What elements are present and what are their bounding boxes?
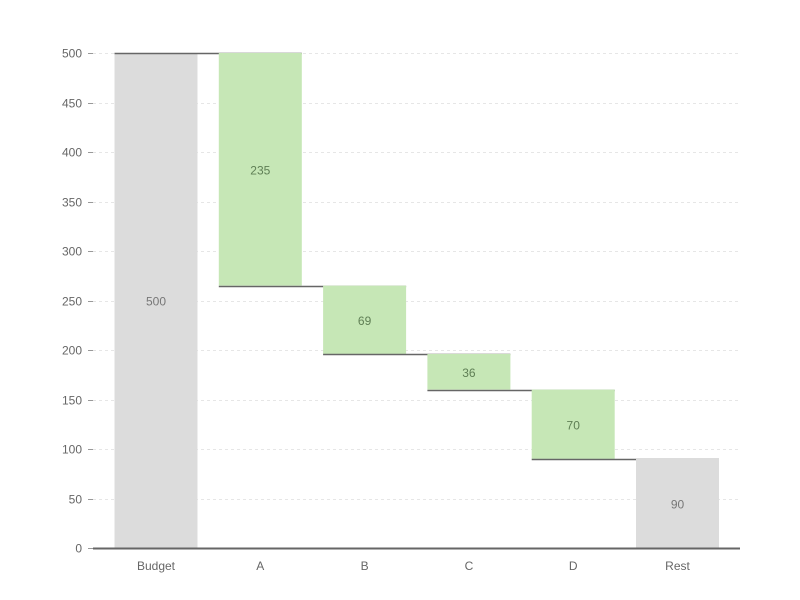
bar-rect [114, 53, 198, 548]
x-tick-label: A [256, 559, 264, 573]
bar-rest: 90 [636, 458, 719, 548]
y-axis: 0 50 100 150 200 250 300 350 400 450 500 [62, 47, 93, 556]
bar-c: 36 [427, 353, 511, 390]
y-tick-label: 500 [62, 47, 82, 61]
x-tick-label: Budget [137, 559, 176, 573]
y-tick-label: 0 [75, 542, 82, 556]
bar-value-label: 70 [567, 418, 581, 432]
x-axis: Budget A B C D Rest [93, 547, 740, 573]
bar-rect [427, 353, 511, 390]
bar-b: 69 [323, 285, 407, 354]
bar-d: 70 [531, 389, 615, 459]
y-tick-label: 350 [62, 196, 82, 210]
bar-budget: 500 [114, 53, 198, 548]
y-tick-label: 400 [62, 146, 82, 160]
y-tick-label: 150 [62, 394, 82, 408]
bar-value-label: 36 [462, 366, 476, 380]
y-tick-label: 100 [62, 443, 82, 457]
bar-rect [323, 285, 407, 354]
y-tick-label: 50 [69, 493, 83, 507]
x-tick-label: D [569, 559, 578, 573]
y-tick-label: 450 [62, 97, 82, 111]
bar-a: 235 [218, 53, 302, 286]
bar-value-label: 235 [250, 163, 270, 177]
y-tick-label: 200 [62, 344, 82, 358]
bar-rect [636, 458, 719, 548]
y-tick-label: 300 [62, 245, 82, 259]
bar-value-label: 500 [146, 295, 166, 309]
bar-rect [218, 53, 302, 286]
bar-rect [531, 389, 615, 459]
y-tick-label: 250 [62, 295, 82, 309]
x-tick-label: B [361, 559, 369, 573]
bars: 500 235 69 36 70 90 [114, 52, 719, 548]
bar-value-label: 69 [358, 314, 372, 328]
bar-value-label: 90 [671, 497, 685, 511]
x-tick-label: Rest [665, 559, 690, 573]
x-tick-label: C [465, 559, 474, 573]
